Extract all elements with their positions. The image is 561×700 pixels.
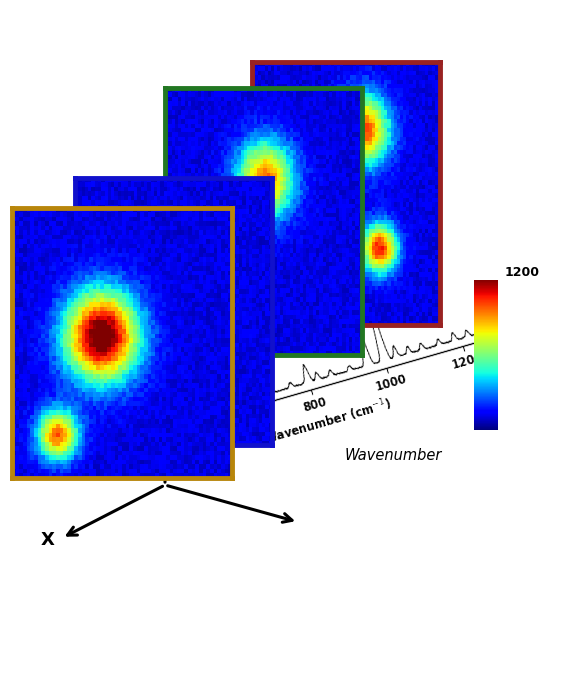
Text: Wavenumber: Wavenumber bbox=[345, 447, 443, 463]
Text: Y: Y bbox=[165, 339, 178, 357]
Text: 1200: 1200 bbox=[505, 266, 540, 279]
Text: X: X bbox=[41, 531, 55, 549]
